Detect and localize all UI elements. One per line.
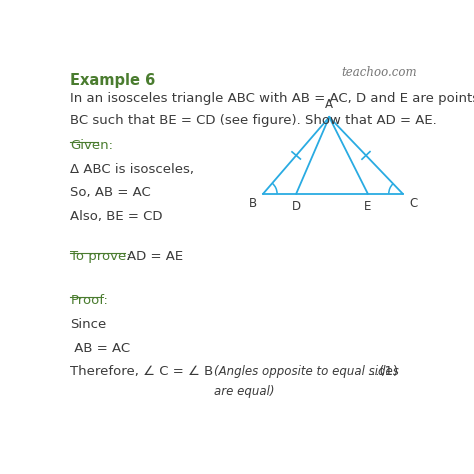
Text: Therefore, ∠ C = ∠ B: Therefore, ∠ C = ∠ B <box>70 365 213 378</box>
Text: teachoo.com: teachoo.com <box>342 66 418 79</box>
Text: Given:: Given: <box>70 139 113 152</box>
Text: ...(1): ...(1) <box>368 365 399 378</box>
Text: In an isosceles triangle ABC with AB = AC, D and E are points on: In an isosceles triangle ABC with AB = A… <box>70 91 474 105</box>
Text: A: A <box>325 98 333 110</box>
Text: Proof:: Proof: <box>70 294 108 307</box>
Text: B: B <box>248 197 256 210</box>
Text: Also, BE = CD: Also, BE = CD <box>70 210 163 223</box>
Text: E: E <box>364 201 372 213</box>
Text: AB = AC: AB = AC <box>70 342 130 355</box>
Text: D: D <box>292 201 301 213</box>
Text: AD = AE: AD = AE <box>127 250 183 264</box>
Text: Example 6: Example 6 <box>70 73 155 88</box>
Text: are equal): are equal) <box>213 385 274 398</box>
Text: (Angles opposite to equal sides: (Angles opposite to equal sides <box>213 365 399 378</box>
Text: BC such that BE = CD (see figure). Show that AD = AE.: BC such that BE = CD (see figure). Show … <box>70 114 437 127</box>
Text: So, AB = AC: So, AB = AC <box>70 186 151 200</box>
Text: Δ ABC is isosceles,: Δ ABC is isosceles, <box>70 163 194 176</box>
Text: Since: Since <box>70 318 107 331</box>
Text: To prove:: To prove: <box>70 250 131 264</box>
Text: C: C <box>410 197 418 210</box>
